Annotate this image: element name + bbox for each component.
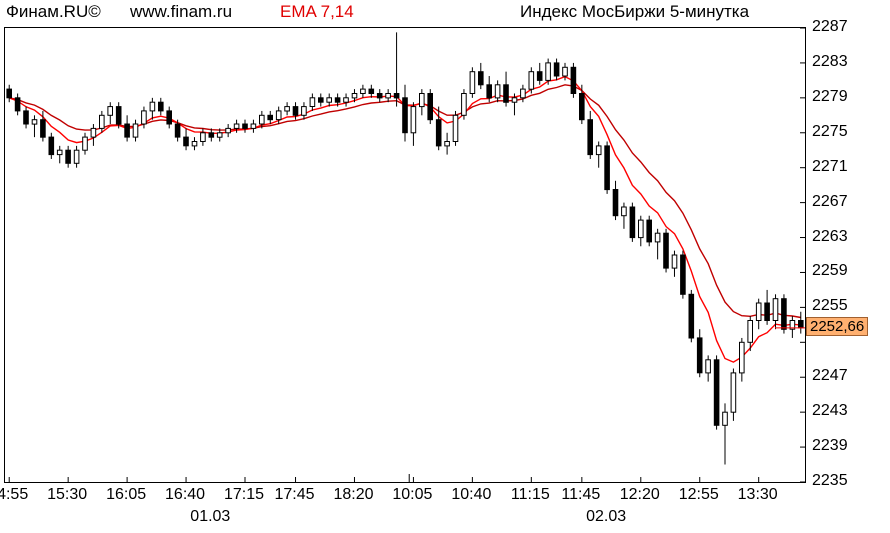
x-tick-label: 10:40 xyxy=(451,486,491,504)
x-tick-label: 14:55 xyxy=(0,486,28,504)
price-chart xyxy=(4,27,806,483)
y-tick-label: 2271 xyxy=(812,158,848,176)
y-tick-label: 2247 xyxy=(812,367,848,385)
x-tick-label: 11:15 xyxy=(511,486,550,504)
y-tick-label: 2255 xyxy=(812,297,848,315)
x-tick-label: 17:15 xyxy=(224,486,264,504)
chart-header: Финам.RU© www.finam.ru EMA 7,14 Индекс М… xyxy=(0,0,890,24)
url-label: www.finam.ru xyxy=(130,0,232,24)
y-tick-label: 2243 xyxy=(812,402,848,420)
last-price-badge: 2252,66 xyxy=(806,317,868,336)
x-tick-label: 10:05 xyxy=(392,486,432,504)
x-tick-label: 18:20 xyxy=(333,486,373,504)
y-tick-label: 2259 xyxy=(812,262,848,280)
x-tick-label: 16:05 xyxy=(106,486,146,504)
y-tick-label: 2239 xyxy=(812,437,848,455)
y-tick-label: 2283 xyxy=(812,53,848,71)
x-tick-label: 13:30 xyxy=(738,486,778,504)
y-tick-label: 2235 xyxy=(812,472,848,490)
y-tick-label: 2263 xyxy=(812,228,848,246)
x-tick-label: 12:55 xyxy=(679,486,719,504)
source-label: Финам.RU© xyxy=(6,0,101,24)
y-tick-label: 2275 xyxy=(812,123,848,141)
x-tick-label: 12:20 xyxy=(620,486,660,504)
title-label: Индекс МосБиржи 5-минутка xyxy=(520,0,749,24)
x-tick-label: 11:45 xyxy=(561,486,600,504)
x-tick-label: 17:45 xyxy=(274,486,314,504)
indicator-label: EMA 7,14 xyxy=(280,0,354,24)
x-date-label: 02.03 xyxy=(586,508,626,526)
y-tick-label: 2287 xyxy=(812,18,848,36)
last-price-value: 2252,66 xyxy=(810,318,864,335)
y-tick-label: 2267 xyxy=(812,193,848,211)
chart-svg xyxy=(5,28,805,482)
x-tick-label: 15:30 xyxy=(47,486,87,504)
x-tick-label: 16:40 xyxy=(165,486,205,504)
x-date-label: 01.03 xyxy=(190,508,230,526)
y-tick-label: 2279 xyxy=(812,88,848,106)
